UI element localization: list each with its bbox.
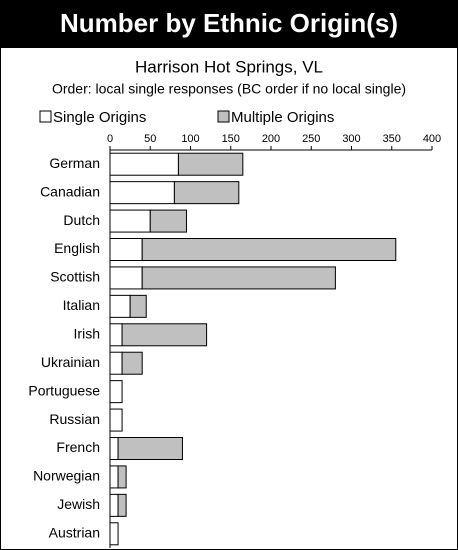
bar: [109, 323, 123, 347]
y-tick-label: Austrian: [49, 524, 100, 540]
y-tick-label: Norwegian: [33, 468, 100, 484]
x-tick-label: 400: [423, 133, 441, 145]
legend-label: Multiple Origins: [231, 109, 334, 126]
bar: [149, 209, 187, 233]
bar: [177, 152, 244, 176]
chart-title: Number by Ethnic Origin(s): [60, 8, 398, 38]
bar: [109, 209, 151, 233]
bar: [129, 294, 147, 318]
bar: [109, 380, 123, 404]
bar: [121, 323, 208, 347]
bar: [109, 351, 123, 375]
bar: [117, 465, 127, 489]
bar: [109, 522, 119, 546]
y-tick-label: Italian: [63, 297, 100, 313]
bar: [109, 294, 131, 318]
bar: [109, 152, 179, 176]
x-tick-label: 100: [181, 133, 199, 145]
x-tick-label: 300: [342, 133, 360, 145]
subtitle: Order: local single responses (BC order …: [52, 81, 406, 97]
y-tick-label: German: [49, 155, 100, 171]
bar: [117, 437, 183, 460]
y-tick-label: Ukrainian: [41, 354, 100, 370]
y-tick-label: Portuguese: [28, 382, 100, 398]
bar: [109, 493, 119, 517]
bar: [117, 493, 127, 517]
y-tick-label: French: [56, 439, 100, 455]
bar: [173, 181, 240, 205]
y-tick-label: Dutch: [63, 212, 100, 228]
x-tick-label: 50: [144, 133, 156, 145]
y-tick-label: Canadian: [40, 183, 100, 199]
bar: [109, 181, 175, 205]
legend-swatch: [217, 110, 230, 123]
y-tick-label: Jewish: [57, 496, 100, 512]
bar: [109, 266, 143, 290]
x-tick-label: 0: [107, 133, 113, 145]
x-tick-label: 250: [302, 133, 320, 145]
legend-label: Single Origins: [53, 109, 146, 126]
bar: [141, 238, 397, 261]
y-tick-label: Russian: [49, 411, 100, 427]
y-tick-label: English: [54, 240, 100, 256]
y-tick-label: Irish: [74, 325, 100, 341]
title-banner: [0, 0, 458, 48]
subtitle: Harrison Hot Springs, VL: [135, 57, 323, 76]
x-tick-label: 200: [262, 133, 280, 145]
legend-swatch: [39, 110, 52, 123]
bar: [109, 238, 143, 261]
bar: [121, 351, 143, 375]
x-tick-label: 350: [383, 133, 401, 145]
bar: [109, 465, 119, 489]
bar: [141, 266, 336, 290]
x-tick-label: 150: [222, 133, 240, 145]
y-tick-label: Scottish: [50, 269, 100, 285]
bar: [109, 408, 123, 432]
bar: [109, 437, 119, 460]
